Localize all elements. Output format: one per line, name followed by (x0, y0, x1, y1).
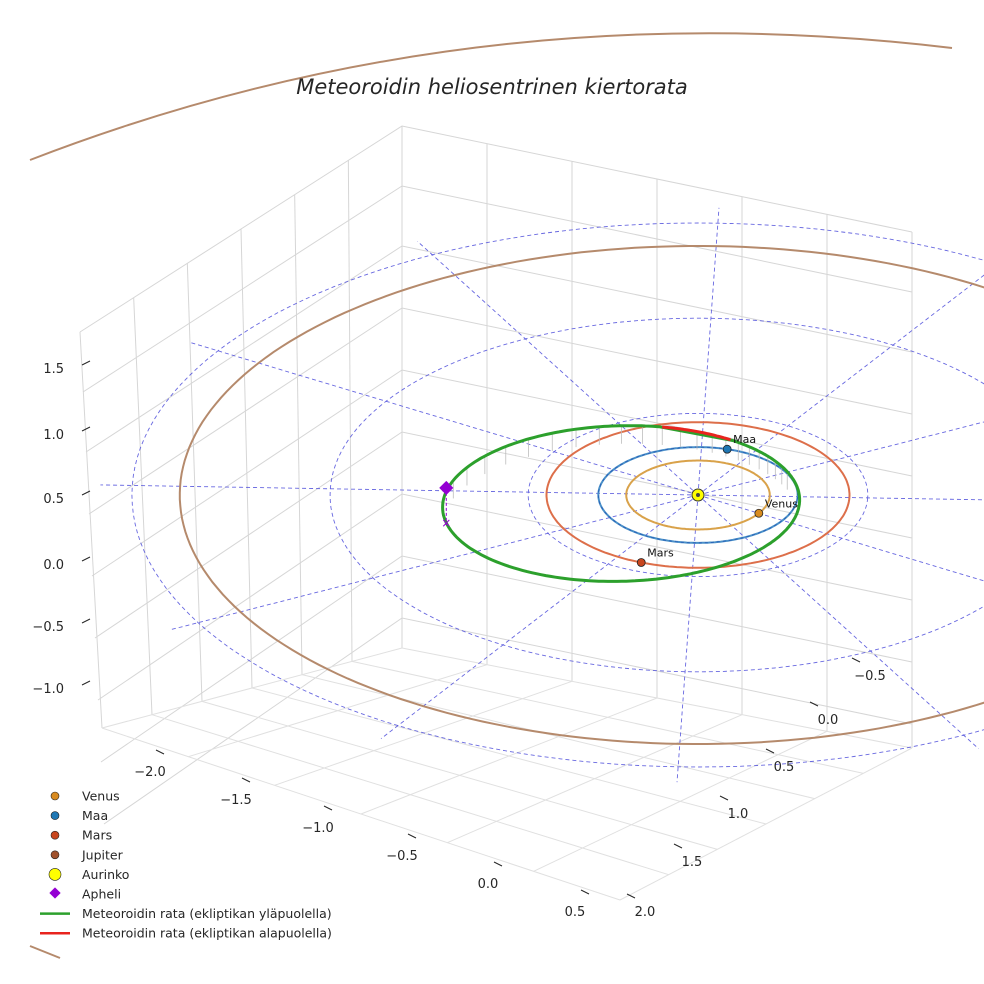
wall-left-vgrid (186, 263, 203, 702)
x-tick-label: −1.0 (302, 821, 334, 836)
wall-left-vgrid (240, 228, 253, 689)
y-tick-mark (719, 795, 729, 801)
wall-zgrid (82, 185, 913, 393)
legend-entry-label: Meteoroidin rata (ekliptikan alapuolella… (82, 926, 332, 941)
orbit-venus (625, 459, 771, 531)
x-tick-label: 0.0 (478, 877, 499, 892)
planet-label-venus: Venus (765, 497, 798, 510)
axis-ticks: 1.5 1.0 0.5 0.0 −0.5 −1.0 −2.0 −1.5 −1.0 −0.5 0.0 0… (32, 360, 886, 920)
legend-entry-label: Mars (82, 828, 112, 843)
legend-swatch-circle (50, 850, 60, 860)
z-tick-mark (81, 426, 91, 432)
ecliptic-spoke (697, 207, 720, 496)
y-tick-label: 0.0 (818, 713, 839, 728)
z-tick-mark (81, 556, 91, 562)
x-tick-mark (323, 805, 333, 811)
y-tick-mark (809, 701, 819, 707)
orbit-jupiter-arc-bottom (29, 945, 61, 959)
floor-grid (447, 714, 743, 844)
ecliptic-spoke (676, 494, 699, 783)
wall-zgrid (100, 555, 913, 763)
x-tick-mark (407, 833, 417, 839)
z-tick-mark (81, 618, 91, 624)
wall-zgrid (85, 245, 913, 453)
meteoroid-path-above (441, 424, 802, 583)
aphelion-projection: × (441, 516, 451, 530)
y-tick-mark (851, 657, 861, 663)
z-tick-label: 0.5 (43, 492, 64, 507)
y-tick-mark (626, 893, 636, 899)
z-tick-label: −0.5 (32, 620, 64, 635)
y-tick-label: 0.5 (774, 760, 795, 775)
wall-zgrid (79, 125, 913, 333)
orbit-jupiter (178, 245, 984, 745)
floor-grid (619, 747, 913, 901)
wall-zgrid (88, 307, 913, 515)
x-tick-mark (580, 889, 590, 895)
z-tick-mark (81, 680, 91, 686)
y-tick-label: −0.5 (854, 669, 886, 684)
x-tick-label: −1.5 (220, 793, 252, 808)
sun-center (696, 493, 700, 497)
wall-zgrid (103, 617, 913, 825)
x-tick-label: −0.5 (386, 849, 418, 864)
y-tick-mark (765, 748, 775, 754)
orbit-mars (545, 421, 851, 569)
pane-background (80, 126, 912, 748)
x-tick-mark (155, 749, 165, 755)
z-tick-label: 0.0 (43, 558, 64, 573)
legend-entry-label: Meteoroidin rata (ekliptikan yläpuolella… (82, 906, 332, 921)
x-tick-label: 0.5 (565, 905, 586, 920)
legend-swatch-diamond (49, 887, 61, 899)
wall-zgrid (91, 369, 913, 577)
planet-marker-maa (722, 444, 732, 454)
aphelion-marker (439, 480, 454, 495)
planet-marker-mars (636, 558, 646, 567)
wall-zgrid (94, 431, 913, 639)
planet-marker-venus (754, 508, 764, 518)
legend-entry-label: Maa (82, 808, 108, 823)
planet-orbits (29, 32, 984, 959)
legend-swatch-circle (50, 811, 60, 820)
meteoroid-orbit (441, 424, 802, 583)
planet-label-maa: Maa (733, 433, 756, 446)
floor-grid (533, 730, 828, 872)
meteoroid-path-below (662, 425, 731, 442)
floor-grid (401, 647, 913, 749)
z-tick-label: 1.0 (43, 428, 64, 443)
floor-grid (360, 697, 658, 815)
chart-title: Meteoroidin heliosentrinen kiertorata (296, 75, 688, 99)
planet-label-mars: Mars (647, 546, 674, 559)
x-tick-label: −2.0 (134, 765, 166, 780)
legend: Venus Maa Mars Jupiter Aurinko Apheli Meteoroi… (40, 789, 332, 941)
y-tick-mark (673, 843, 683, 849)
legend-entry-label: Jupiter (81, 847, 124, 862)
ecliptic-spoke (190, 342, 699, 496)
wall-left-vgrid (79, 331, 103, 729)
legend-entry-label: Apheli (82, 887, 121, 902)
z-tick-label: −1.0 (32, 682, 64, 697)
orbit-maa-overlay (597, 446, 799, 544)
legend-entry-label: Aurinko (82, 867, 129, 882)
axis-gridlines (79, 125, 913, 901)
wall-left-vgrid (294, 194, 303, 675)
legend-swatch-circle (50, 791, 60, 801)
wall-left-vgrid (347, 160, 353, 662)
z-tick-mark (81, 490, 91, 496)
orbit-jupiter-arc-top (29, 32, 953, 161)
y-tick-label: 1.5 (682, 855, 703, 870)
x-tick-mark (493, 861, 503, 867)
legend-swatch-circle (50, 830, 60, 840)
legend-entry-label: Venus (82, 789, 120, 804)
z-tick-label: 1.5 (43, 362, 64, 377)
wall-left-vgrid (133, 297, 153, 715)
z-tick-mark (81, 360, 91, 366)
y-tick-label: 1.0 (728, 807, 749, 822)
axis-panes (80, 126, 912, 748)
y-tick-label: 2.0 (635, 905, 656, 920)
x-tick-mark (241, 777, 251, 783)
legend-swatch-circle (48, 868, 62, 881)
planet-markers: Venus Maa Mars × (439, 433, 798, 567)
